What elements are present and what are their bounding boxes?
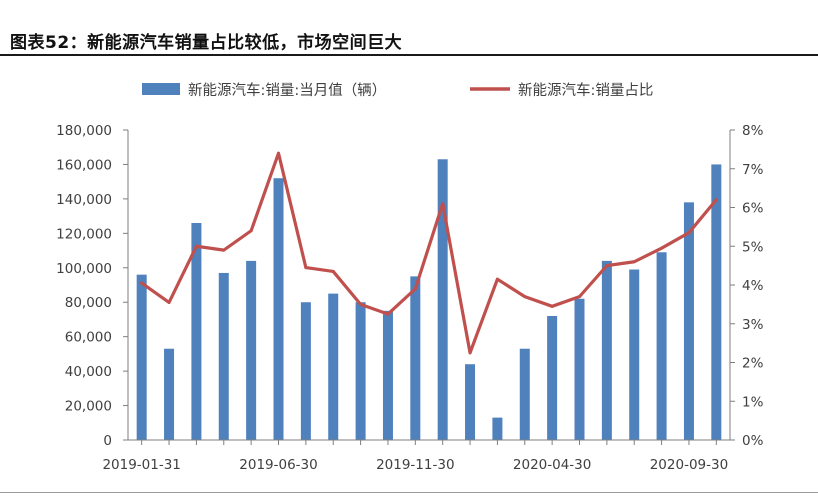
right-tick-label: 4% [742,278,764,294]
bottom-divider [0,492,818,493]
line-point [249,229,253,233]
bar [218,272,229,440]
bar [629,269,640,440]
line-point [304,266,308,270]
line-point [331,269,335,273]
line-point [578,295,581,299]
left-y-axis: 0 20,000 40,000 60,000 80,000 100,000 120,000 1… [56,123,129,449]
right-tick-label: 8% [742,123,764,139]
line-point [441,202,445,206]
title-divider [0,54,818,56]
x-tick-label: 2019-06-30 [239,457,317,473]
bar [574,298,585,440]
legend-line-label: 新能源汽车:销量占比 [518,82,653,99]
line-point [386,312,390,316]
x-axis: 2019-01-31 2019-06-30 2019-11-30 2020-04-30… [102,439,730,473]
bar [382,310,393,440]
bar [465,364,476,440]
line-point [495,277,499,281]
chart-legend: 新能源汽车:销量:当月值（辆） 新能源汽车:销量占比 [142,82,653,99]
bar [656,252,667,440]
right-tick-label: 2% [742,356,764,372]
bar [410,276,421,440]
right-tick-label: 3% [742,317,764,333]
right-tick-label: 5% [742,239,764,255]
line-point [687,231,691,235]
line-point [714,198,718,202]
x-tick-label: 2020-04-30 [513,457,591,473]
bar [300,302,311,440]
left-tick-label: 80,000 [65,295,112,311]
bar [191,223,202,440]
left-tick-label: 20,000 [65,399,112,415]
line-point [413,287,417,291]
bar [601,260,612,440]
x-tick-label: 2019-11-30 [376,457,454,473]
x-tick-label: 2020-09-30 [650,457,728,473]
x-tick-label: 2019-01-31 [102,457,180,473]
bar [328,293,339,440]
left-tick-label: 100,000 [56,261,112,277]
legend-bar-label: 新能源汽车:销量:当月值（辆） [188,82,386,99]
figure-title: 图表52：新能源汽车销量占比较低，市场空间巨大 [10,33,403,53]
right-tick-label: 6% [742,201,764,217]
line-point [277,151,280,155]
bar [355,302,366,440]
bar [273,178,284,440]
line-point [605,264,609,268]
line-point [523,295,527,299]
line-point [167,300,171,304]
line-series [140,151,718,355]
left-tick-label: 40,000 [65,364,112,380]
bar [547,316,558,440]
line-point [359,302,363,306]
left-tick-label: 0 [103,433,112,449]
bar [683,202,694,440]
right-tick-label: 7% [742,162,764,178]
legend-bar-swatch [142,83,180,95]
bar [246,260,257,440]
left-tick-label: 180,000 [56,123,112,139]
line-point [468,351,472,355]
bar [492,417,503,440]
line-point [194,244,198,248]
bar [136,274,147,440]
right-tick-label: 0% [742,433,764,449]
bar [711,164,722,440]
bar [437,159,448,440]
left-tick-label: 120,000 [56,226,112,242]
line-point [222,248,226,252]
line-point [632,260,636,264]
line-point [140,281,144,285]
left-tick-label: 160,000 [56,157,112,173]
bar [519,348,530,440]
bar-series [136,159,722,440]
line-point [660,246,664,250]
line-point [550,304,554,308]
right-y-axis: 0% 1% 2% 3% 4% 5% 6% 7% 8% [729,123,764,449]
bar [164,348,175,440]
share-line [140,151,718,355]
left-tick-label: 140,000 [56,192,112,208]
left-tick-label: 60,000 [65,330,112,346]
figure-header: 图表52：新能源汽车销量占比较低，市场空间巨大 [0,0,818,56]
right-tick-label: 1% [742,394,764,410]
